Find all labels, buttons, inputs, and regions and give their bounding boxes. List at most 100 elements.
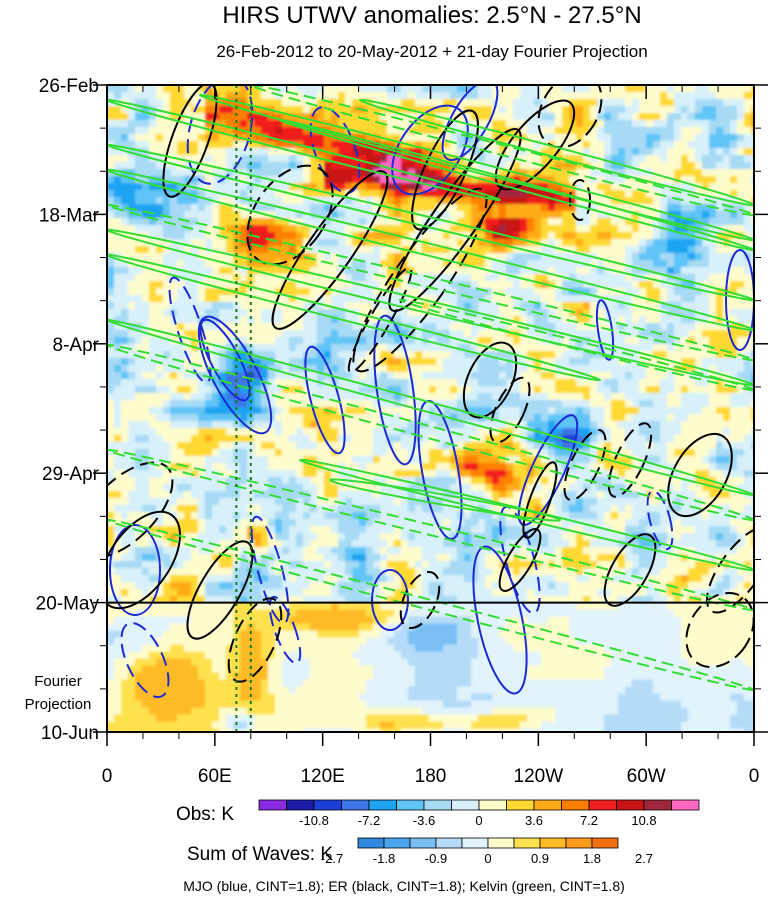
obs-cell [660, 204, 668, 212]
obs-cell [513, 344, 521, 352]
obs-cell [674, 344, 682, 352]
obs-cell [611, 435, 619, 443]
obs-cell [436, 449, 444, 457]
obs-cell [702, 155, 710, 163]
obs-cell [142, 435, 150, 443]
obs-cell [604, 190, 612, 198]
obs-cell [513, 400, 521, 408]
obs-cell [639, 225, 647, 233]
obs-cell [667, 281, 675, 289]
obs-cell [485, 295, 493, 303]
obs-cell [436, 197, 444, 205]
obs-cell [268, 302, 276, 310]
obs-cell [275, 414, 283, 422]
obs-cell [695, 407, 703, 415]
obs-cell [702, 162, 710, 170]
obs-cell [751, 253, 754, 261]
obs-cell [338, 393, 346, 401]
obs-cell [646, 260, 654, 268]
obs-cell [373, 337, 381, 345]
obs-cell [457, 288, 465, 296]
obs-cell [254, 253, 262, 261]
obs-cell [744, 442, 752, 450]
obs-cell [219, 449, 227, 457]
obs-cell [562, 239, 570, 247]
obs-cell [548, 162, 556, 170]
obs-cell [191, 323, 199, 331]
obs-cell [555, 183, 563, 191]
obs-cell [282, 309, 290, 317]
obs-cell [205, 183, 213, 191]
obs-cell [695, 449, 703, 457]
obs-cell [254, 344, 262, 352]
obs-cell [667, 372, 675, 380]
obs-cell [352, 316, 360, 324]
obs-cell [709, 134, 717, 142]
obs-cell [268, 421, 276, 429]
obs-cell [135, 260, 143, 268]
obs-cell [345, 267, 353, 275]
obs-cell [457, 449, 465, 457]
obs-cell [499, 211, 507, 219]
obs-cell [681, 232, 689, 240]
obs-cell [527, 302, 535, 310]
obs-cell [667, 407, 675, 415]
obs-cell [674, 295, 682, 303]
obs-cell [233, 309, 241, 317]
obs-cell [576, 442, 584, 450]
obs-cell [142, 365, 150, 373]
obs-cell [569, 281, 577, 289]
obs-cell [219, 281, 227, 289]
obs-cell [401, 442, 409, 450]
obs-cell [380, 323, 388, 331]
obs-cell [107, 421, 115, 429]
obs-cell [170, 92, 178, 100]
obs-cell [653, 218, 661, 226]
obs-cell [275, 218, 283, 226]
obs-cell [625, 281, 633, 289]
obs-cell [177, 225, 185, 233]
obs-cell [212, 148, 220, 156]
obs-cell [527, 358, 535, 366]
obs-cell [737, 309, 745, 317]
obs-cell [471, 148, 479, 156]
obs-cell [142, 134, 150, 142]
obs-cell [177, 246, 185, 254]
obs-cell [555, 253, 563, 261]
obs-cell [695, 421, 703, 429]
obs-cell [408, 365, 416, 373]
obs-cell [275, 239, 283, 247]
obs-cell [723, 155, 731, 163]
obs-cell [604, 421, 612, 429]
obs-cell [226, 365, 234, 373]
obs-cell [282, 358, 290, 366]
obs-cell [751, 85, 754, 93]
obs-cell [317, 302, 325, 310]
obs-cell [310, 428, 318, 436]
obs-cell [359, 99, 367, 107]
obs-cell [303, 190, 311, 198]
obs-cell [387, 309, 395, 317]
obs-cell [142, 141, 150, 149]
obs-cell [478, 113, 486, 121]
obs-cell [709, 253, 717, 261]
obs-cell [667, 190, 675, 198]
obs-cell [296, 225, 304, 233]
obs-cell [219, 302, 227, 310]
obs-cell [338, 386, 346, 394]
obs-cell [198, 295, 206, 303]
obs-cell [338, 183, 346, 191]
obs-cell [219, 316, 227, 324]
obs-cell [625, 274, 633, 282]
obs-cell [163, 274, 171, 282]
obs-cell [590, 211, 598, 219]
obs-cell [135, 246, 143, 254]
obs-cell [653, 85, 661, 93]
obs-cell [156, 316, 164, 324]
obs-cell [492, 337, 500, 345]
obs-cell [198, 197, 206, 205]
obs-cell [625, 288, 633, 296]
obs-cell [611, 295, 619, 303]
obs-cell [555, 232, 563, 240]
obs-cell [317, 386, 325, 394]
